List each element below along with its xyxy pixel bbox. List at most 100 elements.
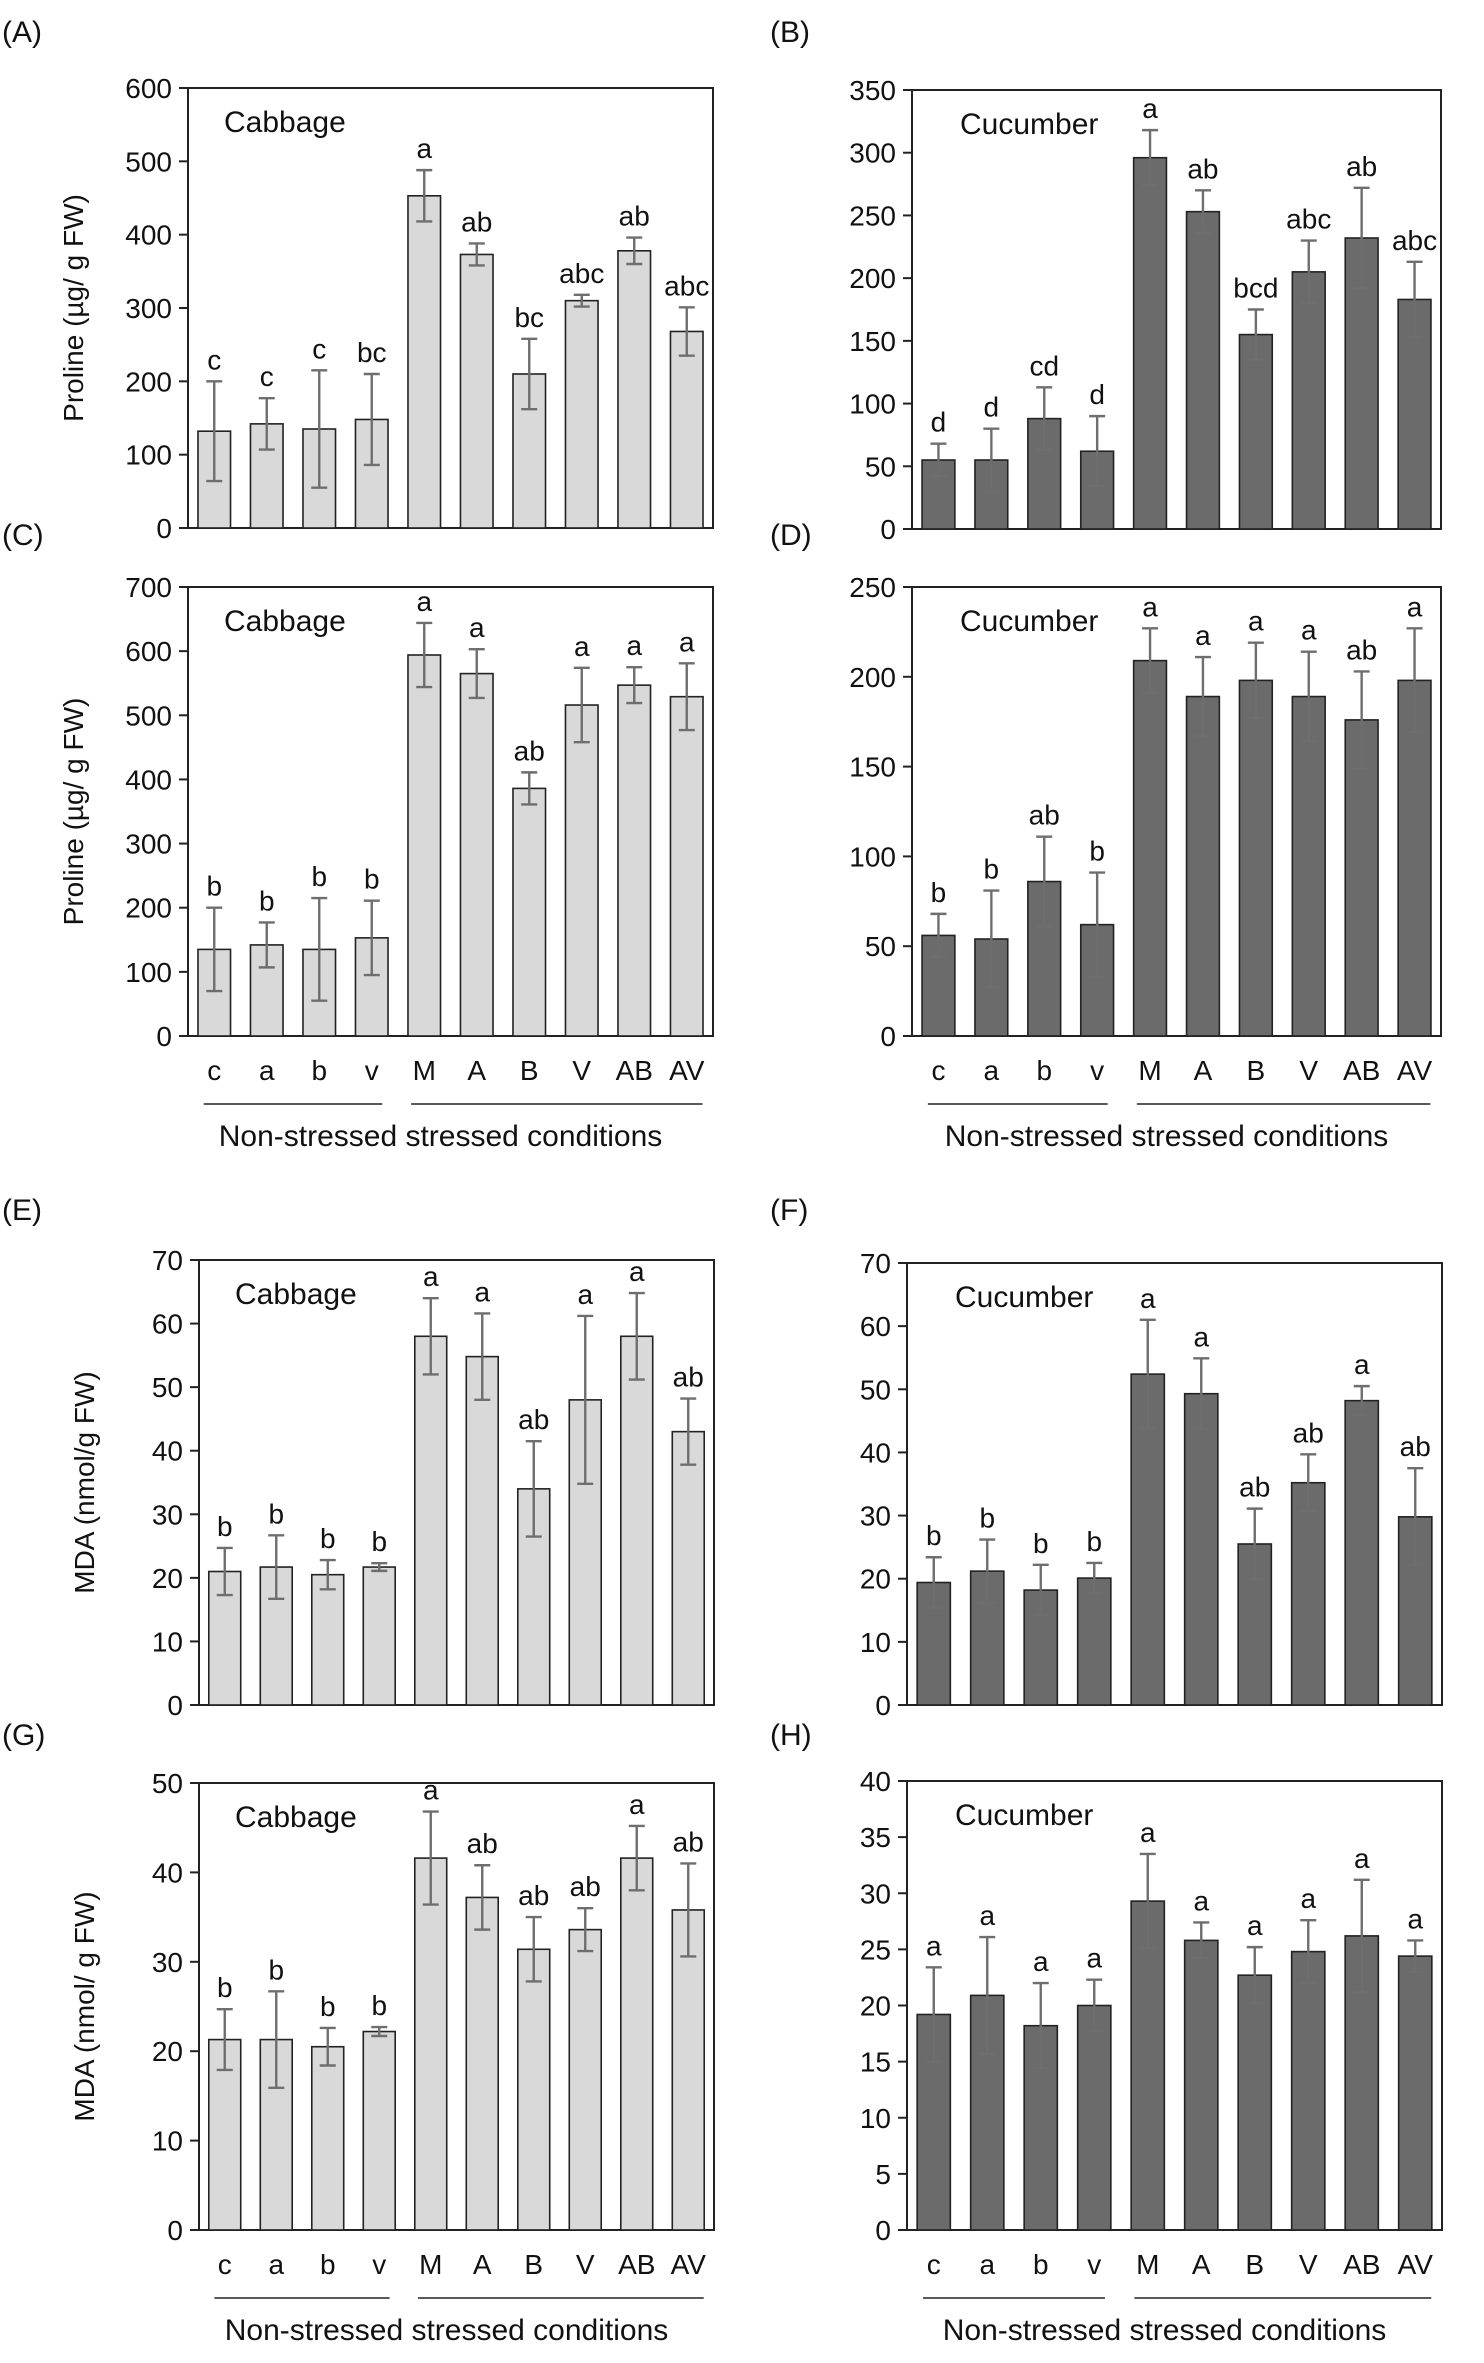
chart-title: Cabbage [235, 1801, 357, 1834]
y-tick-label: 0 [875, 2215, 891, 2246]
significance-letter: ab [1400, 1431, 1431, 1462]
panel-label: (B) [770, 16, 810, 49]
significance-letter: bc [514, 302, 544, 333]
x-tick-label: a [268, 2249, 284, 2280]
significance-letter: ab [1029, 800, 1060, 831]
significance-letter: a [979, 1900, 995, 1931]
y-tick-label: 600 [125, 636, 172, 667]
significance-letter: a [1195, 620, 1211, 651]
x-tick-label: c [207, 1055, 221, 1086]
bar-M [407, 654, 442, 1037]
significance-letter: abc [559, 258, 604, 289]
significance-letter: b [217, 1972, 233, 2003]
y-tick-label: 300 [849, 138, 896, 169]
chart-title: Cucumber [960, 605, 1098, 638]
panel-label: (A) [2, 16, 42, 49]
significance-letter: a [1142, 591, 1158, 622]
bar-A [459, 672, 494, 1037]
y-tick-label: 35 [860, 1822, 891, 1853]
plot-frame [911, 89, 1442, 530]
y-tick-label: 50 [860, 1374, 891, 1405]
bar-V [1290, 1950, 1326, 2231]
significance-letter: a [626, 630, 642, 661]
y-tick-label: 0 [880, 1021, 896, 1052]
plot-frame [906, 1262, 1443, 1706]
y-tick-label: 10 [152, 2126, 183, 2157]
x-tick-label: A [1194, 1055, 1213, 1086]
significance-letter: a [416, 586, 432, 617]
y-tick-label: 250 [849, 200, 896, 231]
y-tick-label: 50 [865, 931, 896, 962]
x-tick-label: c [927, 2249, 941, 2280]
significance-letter: b [217, 1511, 233, 1542]
significance-letter: ab [1346, 634, 1377, 665]
x-tick-label: c [218, 2249, 232, 2280]
y-axis-label: Proline (µg/ g FW) [58, 194, 89, 422]
x-tick-label: AB [616, 1055, 653, 1086]
bar-M [1132, 156, 1168, 530]
significance-letter: a [1407, 591, 1423, 622]
significance-letter: a [679, 626, 695, 657]
significance-letter: cd [1029, 350, 1059, 381]
plot-frame [911, 586, 1442, 1037]
y-tick-label: 10 [860, 2103, 891, 2134]
significance-letter: ab [461, 206, 492, 237]
chart-title: Cabbage [235, 1278, 357, 1311]
bar-b [310, 2045, 345, 2231]
y-tick-label: 0 [156, 513, 172, 544]
x-tick-label: AV [1398, 2249, 1434, 2280]
significance-letter: c [207, 344, 221, 375]
y-tick-label: 250 [849, 572, 896, 603]
x-axis-label: Non-stressed stressed conditions [225, 2314, 669, 2347]
significance-letter: ab [570, 1871, 601, 1902]
significance-letter: a [1193, 1885, 1209, 1916]
significance-letter: a [469, 612, 485, 643]
y-tick-label: 600 [125, 73, 172, 104]
panel-label: (E) [2, 1194, 42, 1227]
y-tick-label: 100 [125, 957, 172, 988]
significance-letter: b [979, 1503, 995, 1534]
x-tick-label: v [1090, 1055, 1104, 1086]
bar-A [459, 253, 494, 529]
y-tick-label: 100 [849, 389, 896, 420]
y-tick-label: 200 [125, 893, 172, 924]
x-tick-label: AV [671, 2249, 707, 2280]
bar-M [1132, 659, 1168, 1037]
chart-title: Cabbage [224, 605, 346, 638]
significance-letter: b [1033, 1528, 1049, 1559]
bar-AB [1344, 1399, 1380, 1706]
x-tick-label: b [320, 2249, 336, 2280]
significance-letter: c [260, 361, 274, 392]
x-tick-label: v [1087, 2249, 1101, 2280]
bar-v [1076, 2004, 1112, 2231]
bar-M [1130, 1900, 1166, 2231]
significance-letter: a [423, 1261, 439, 1292]
significance-letter: b [206, 871, 222, 902]
y-tick-label: 70 [152, 1245, 183, 1276]
x-tick-label: v [372, 2249, 386, 2280]
significance-letter: a [1354, 1843, 1370, 1874]
significance-letter: b [268, 1498, 284, 1529]
chart-title: Cucumber [955, 1281, 1093, 1314]
y-tick-label: 10 [152, 1626, 183, 1657]
x-axis-label: Non-stressed stressed conditions [945, 1120, 1389, 1153]
y-tick-label: 500 [125, 146, 172, 177]
x-tick-label: AB [618, 2249, 655, 2280]
bar-v [362, 2030, 397, 2231]
y-tick-label: 500 [125, 700, 172, 731]
y-tick-label: 350 [849, 75, 896, 106]
significance-letter: a [629, 1256, 645, 1287]
panel-label: (D) [770, 519, 812, 552]
x-tick-label: AB [1343, 1055, 1380, 1086]
significance-letter: ab [518, 1404, 549, 1435]
y-tick-label: 150 [849, 752, 896, 783]
panel-label: (F) [770, 1194, 808, 1227]
y-tick-label: 5 [875, 2159, 891, 2190]
y-tick-label: 0 [880, 514, 896, 545]
significance-letter: bcd [1233, 273, 1278, 304]
bar-M [413, 1857, 448, 2231]
x-tick-label: c [931, 1055, 945, 1086]
y-tick-label: 15 [860, 2047, 891, 2078]
x-tick-label: B [1245, 2249, 1264, 2280]
y-tick-label: 150 [849, 326, 896, 357]
